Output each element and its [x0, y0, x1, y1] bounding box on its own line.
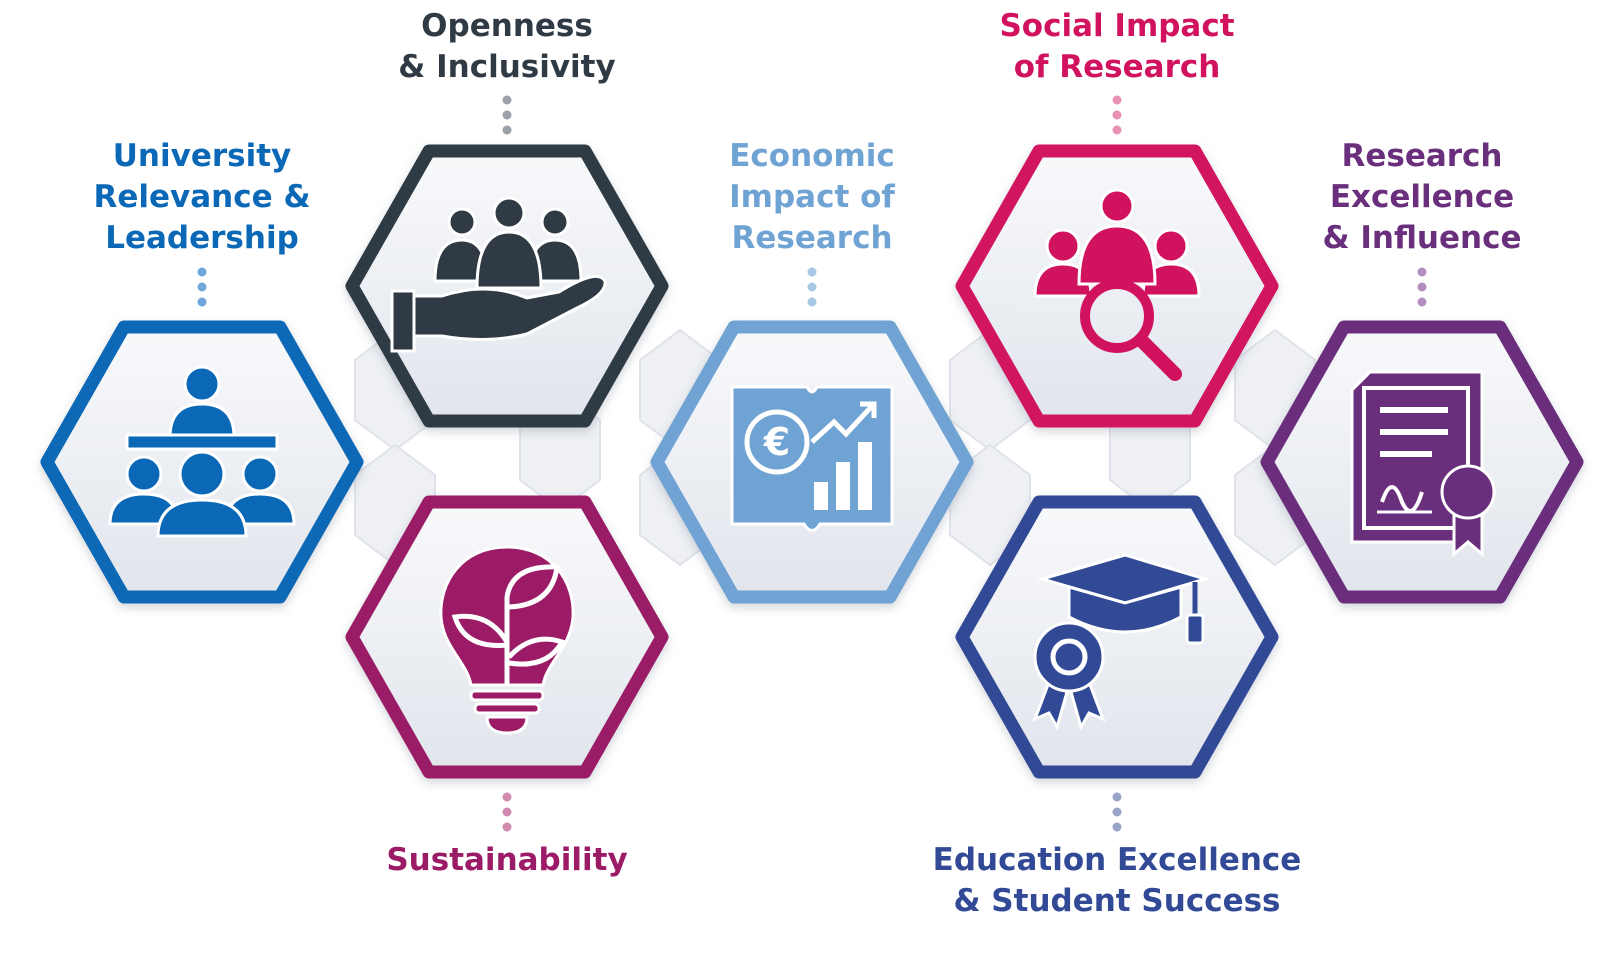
- hex-university-relevance: [40, 320, 364, 604]
- label-line: Openness: [421, 8, 593, 44]
- label-line: Research: [1341, 138, 1503, 174]
- label-line: Sustainability: [386, 842, 628, 878]
- label-line: Relevance &: [93, 179, 311, 215]
- euro-growth-report-icon: €: [730, 385, 894, 532]
- certificate-seal-icon: [1350, 370, 1496, 558]
- label-line: Leadership: [105, 220, 299, 256]
- label-line: Excellence: [1329, 179, 1515, 215]
- hex-research-excellence: [1260, 320, 1584, 604]
- people-magnifier-icon: [1033, 188, 1201, 381]
- label-social-impact: Social Impact of Research: [999, 6, 1234, 88]
- label-line: Impact of: [729, 179, 895, 215]
- label-openness-inclusivity: Openness & Inclusivity: [398, 6, 615, 88]
- graduation-cap-award-icon: [1032, 553, 1211, 731]
- lightbulb-leaf-icon: [439, 545, 575, 735]
- label-economic-impact: Economic Impact of Research: [729, 136, 895, 259]
- meeting-group-icon: [108, 365, 296, 538]
- label-sustainability: Sustainability: [386, 840, 627, 881]
- hex-sustainability: [345, 495, 669, 779]
- svg-text:€: €: [763, 420, 790, 464]
- hex-education-excellence: [955, 495, 1279, 779]
- hex-social-impact: [955, 144, 1279, 428]
- hand-holding-people-icon: [390, 196, 607, 353]
- label-line: Education Excellence: [932, 842, 1302, 878]
- label-university-relevance: University Relevance & Leadership: [94, 136, 311, 259]
- label-research-excellence: Research Excellence & Influence: [1323, 136, 1522, 259]
- label-line: Research: [731, 220, 893, 256]
- connector-dots: [197, 95, 1427, 832]
- label-line: & Student Success: [953, 883, 1281, 919]
- label-line: University: [112, 138, 292, 174]
- label-line: of Research: [1013, 49, 1221, 85]
- label-line: Social Impact: [999, 8, 1235, 44]
- label-line: Economic: [729, 138, 895, 174]
- label-line: & Influence: [1322, 220, 1522, 256]
- hex-openness-inclusivity: [345, 144, 669, 428]
- label-line: & Inclusivity: [398, 49, 616, 85]
- label-education-excellence: Education Excellence & Student Success: [933, 840, 1302, 922]
- hex-economic-impact: €: [650, 320, 974, 604]
